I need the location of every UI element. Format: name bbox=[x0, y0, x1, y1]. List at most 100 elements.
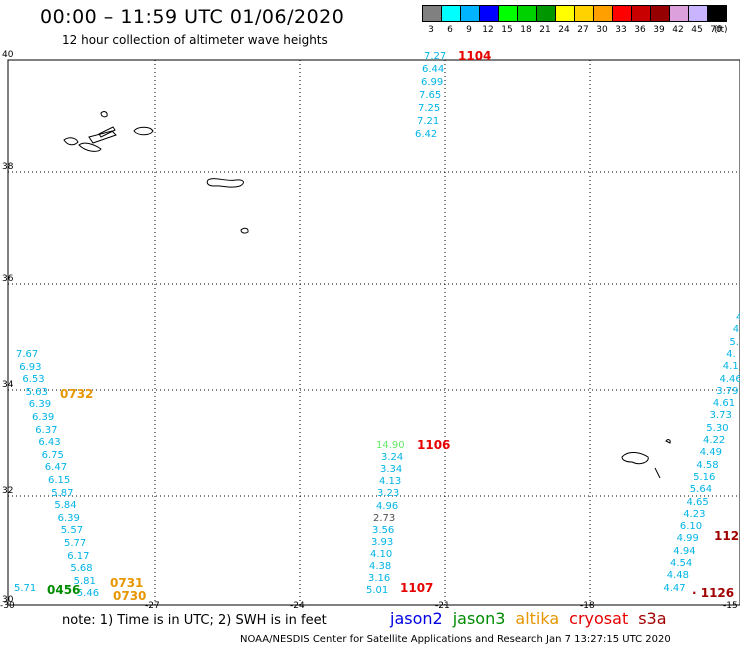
legend-value: 6 bbox=[447, 25, 453, 35]
map-frame bbox=[7, 59, 740, 606]
wave-height-value: 5.71 bbox=[14, 583, 37, 594]
legend-value: 21 bbox=[539, 25, 551, 35]
wave-height-value: 4.1 bbox=[722, 361, 739, 373]
wave-height-value: 3.16 bbox=[368, 573, 391, 585]
wave-height-value: 7.27 bbox=[424, 51, 447, 62]
wave-height-value: 4.47 bbox=[663, 582, 686, 594]
island-faial bbox=[78, 142, 102, 152]
wave-height-value: 5.81 bbox=[73, 575, 96, 587]
legend-value: 12 bbox=[482, 25, 494, 35]
satellite-name: altika bbox=[515, 609, 560, 628]
island-flores bbox=[63, 137, 79, 146]
satellite-legend: jason2 jason3 altika cryosat s3a bbox=[390, 609, 677, 628]
wave-height-value: 4.58 bbox=[696, 459, 719, 471]
legend-value: 15 bbox=[501, 25, 513, 35]
latitude-label: 38 bbox=[2, 162, 14, 172]
legend-value: 39 bbox=[653, 25, 665, 35]
wave-height-value: 4.23 bbox=[683, 508, 706, 520]
wave-height-value: 3.34 bbox=[380, 464, 403, 476]
wave-height-value: 2.73 bbox=[373, 512, 396, 524]
wave-height-value: 5.57 bbox=[60, 525, 84, 537]
pass-time-label: 0732 bbox=[60, 387, 94, 401]
pass-time-label: 0730 bbox=[113, 589, 147, 603]
satellite-name: jason2 bbox=[390, 609, 443, 628]
wave-height-value: 6.39 bbox=[32, 412, 55, 423]
map-title: 00:00 – 11:59 UTC 01/06/2020 bbox=[40, 6, 345, 28]
pass-time-label: · 1126 bbox=[692, 586, 735, 600]
wave-height-value: 3.56 bbox=[372, 524, 395, 536]
wave-height-value: 7.21 bbox=[417, 116, 440, 127]
wave-height-value: 6.99 bbox=[421, 77, 444, 88]
legend-value: 24 bbox=[558, 25, 570, 35]
pass-time-label: 112 bbox=[714, 529, 740, 543]
wave-height-value: 3.93 bbox=[371, 536, 394, 548]
wave-height-value: 4.38 bbox=[369, 561, 392, 572]
wave-height-value: 3.23 bbox=[377, 488, 400, 500]
latitude-label: 40 bbox=[2, 50, 14, 60]
wave-height-value: 4 bbox=[736, 312, 740, 323]
latitude-label: 30 bbox=[2, 595, 14, 605]
wave-height-value: 4.99 bbox=[676, 533, 699, 545]
latitude-label: 34 bbox=[2, 380, 14, 390]
island-sao-jorge bbox=[98, 126, 116, 138]
legend-unit: (ft) bbox=[714, 25, 728, 35]
legend-value: 36 bbox=[634, 25, 646, 35]
wave-height-value: 5.16 bbox=[693, 471, 716, 483]
wave-height-value: 6.53 bbox=[22, 374, 45, 386]
island-desertas bbox=[654, 467, 661, 479]
legend-swatch bbox=[707, 5, 727, 22]
longitude-label: -27 bbox=[145, 601, 160, 611]
legend-value: 45 bbox=[691, 25, 703, 35]
map-subtitle: 12 hour collection of altimeter wave hei… bbox=[62, 33, 328, 47]
wave-height-value: 5.87 bbox=[51, 487, 74, 499]
wave-height-value: 6.75 bbox=[41, 449, 64, 461]
legend-value: 33 bbox=[615, 25, 627, 35]
wave-height-value: 6.17 bbox=[67, 550, 90, 562]
wave-height-value: 7.25 bbox=[418, 103, 441, 114]
pass-time-label: 1104 bbox=[458, 49, 492, 63]
wave-height-value: 6.37 bbox=[35, 424, 58, 436]
wave-height-value: 5.64 bbox=[689, 484, 713, 496]
latitude-label: 36 bbox=[2, 274, 14, 284]
wave-height-value: 6.47 bbox=[44, 462, 68, 474]
wave-height-value: 6.39 bbox=[57, 512, 80, 524]
legend-value: 70 bbox=[710, 25, 722, 35]
longitude-label: -21 bbox=[435, 601, 450, 611]
wave-height-value: 5.46 bbox=[76, 588, 100, 600]
island-sao-miguel bbox=[206, 178, 244, 188]
satellite-name: s3a bbox=[638, 609, 667, 628]
wave-height-value: 3.73 bbox=[709, 410, 732, 422]
wave-height-value: 5.01 bbox=[366, 585, 389, 597]
wave-height-value: 6.93 bbox=[19, 361, 42, 373]
legend-value: 18 bbox=[520, 25, 532, 35]
wave-height-value: 4.65 bbox=[686, 496, 709, 508]
coastline bbox=[63, 111, 671, 479]
wave-height-value: 4.13 bbox=[379, 476, 402, 488]
pass-time-label: 1107 bbox=[400, 581, 434, 595]
wave-height-value: 6.15 bbox=[48, 475, 71, 486]
legend-value: 9 bbox=[466, 25, 472, 35]
wave-height-value: 5. bbox=[729, 336, 739, 348]
island-corvo bbox=[100, 111, 108, 118]
wave-height-value: 6.42 bbox=[415, 129, 438, 140]
wave-height-value: 5.30 bbox=[706, 422, 729, 434]
wave-height-value: 4.10 bbox=[370, 548, 393, 560]
legend-value: 30 bbox=[596, 25, 608, 35]
wave-height-value: 4.96 bbox=[376, 500, 399, 512]
wave-height-value: 4.94 bbox=[673, 545, 696, 557]
wave-height-value: 5.77 bbox=[64, 538, 87, 549]
wave-height-value: 6.39 bbox=[28, 399, 52, 411]
island-madeira bbox=[621, 452, 649, 465]
wave-height-value: 5.68 bbox=[70, 563, 93, 575]
wave-height-value: 6.44 bbox=[422, 64, 445, 75]
longitude-label: -30 bbox=[0, 601, 15, 611]
legend-value: 3 bbox=[428, 25, 434, 35]
latitude-label: 32 bbox=[2, 486, 14, 496]
wave-height-value: 4.48 bbox=[666, 570, 689, 582]
wave-height-value: 4.22 bbox=[703, 435, 726, 446]
island-pico bbox=[88, 130, 117, 144]
longitude-label: -15 bbox=[723, 601, 738, 611]
wave-height-value: 4.46 bbox=[719, 373, 740, 385]
wave-height-value: 4.61 bbox=[712, 398, 736, 410]
wave-height-value: 4.54 bbox=[670, 558, 693, 569]
